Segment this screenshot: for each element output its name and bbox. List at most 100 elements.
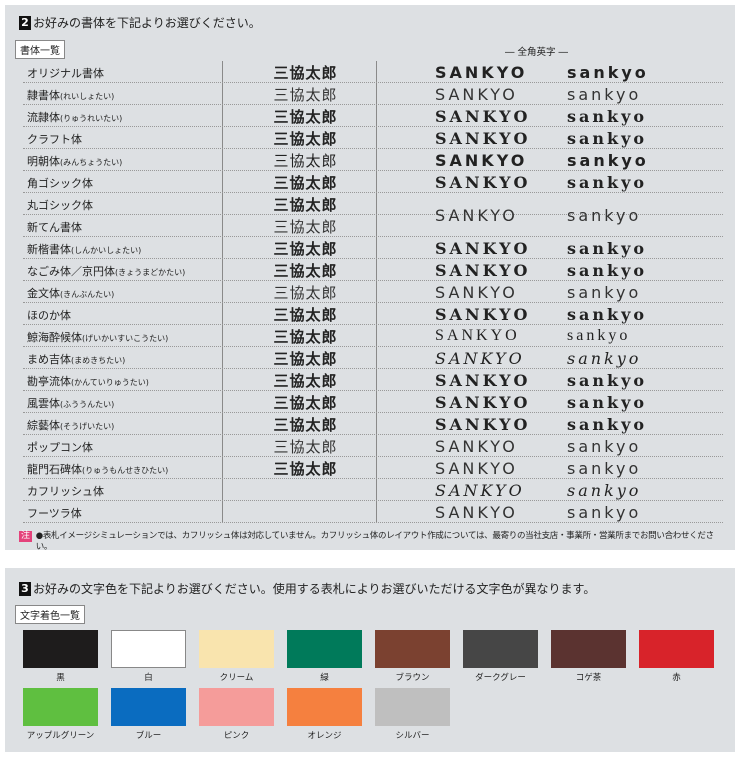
color-swatch[interactable] [463,630,538,668]
font-name-text: 角ゴシック体 [27,177,93,190]
color-name: クリーム [219,673,254,683]
font-reading: (そうげいたい) [60,422,115,431]
color-swatch[interactable] [287,630,362,668]
color-name: シルバー [395,731,430,741]
sample-uppercase: SANKYO [435,172,531,192]
sample-japanese: 三協太郎 [273,174,338,192]
font-name: 丸ゴシック体 [27,197,93,213]
font-row[interactable]: ポップコン体 三協太郎 [23,435,723,457]
color-swatch[interactable] [199,630,274,668]
font-reading: (ふううんたい) [60,400,115,409]
font-row[interactable]: 龍門石碑体(りゅうもんせきひたい) 三協太郎 [23,457,723,479]
sample-lowercase: sankyo [567,84,642,104]
note-badge: 注 [19,531,32,542]
sample-lowercase: sankyo [567,150,649,170]
font-row[interactable]: 鯨海酔候体(げいかいすいこうたい) 三協太郎 [23,325,723,347]
section-heading: 2 お好みの書体を下記よりお選びください。 [19,14,719,31]
color-name: 緑 [320,673,329,683]
color-name: 赤 [672,673,681,683]
font-row[interactable]: まめ吉体(まめきちたい) 三協太郎 [23,347,723,369]
font-name-text: 勘亭流体 [27,375,71,388]
sample-uppercase: SANKYO [435,502,518,522]
font-reading: (まめきちたい) [71,356,126,365]
section-title: お好みの文字色を下記よりお選びください。使用する表札によりお選びいただける文字色… [33,582,596,596]
font-name-text: ほのか体 [27,309,71,322]
font-row[interactable]: 新てん書体 三協太郎 [23,215,723,237]
color-swatch[interactable] [23,688,98,726]
sample-uppercase: SANKYO [435,150,528,170]
sample-japanese: 三協太郎 [273,108,338,126]
sample-uppercase: SANKYO [435,304,531,324]
sample-lowercase: sankyo [567,414,648,434]
sample-japanese: 三協太郎 [273,196,338,214]
font-row[interactable]: 明朝体(みんちょうたい) 三協太郎 [23,149,723,171]
color-swatch[interactable] [111,630,186,668]
font-name: 新てん書体 [27,219,82,235]
font-name: 流隷体(りゅうれいたい) [27,109,122,125]
color-name: オレンジ [307,731,342,741]
font-row[interactable]: フーツラ体 [23,501,723,523]
sample-japanese: 三協太郎 [273,64,338,82]
font-name-text: ポップコン体 [27,441,93,454]
font-row[interactable]: なごみ体／京円体(きょうまどかたい) 三協太郎 [23,259,723,281]
font-name-text: カフリッシュ体 [27,485,104,498]
color-swatch[interactable] [111,688,186,726]
font-reading: (げいかいすいこうたい) [82,334,169,343]
color-swatch[interactable] [375,630,450,668]
sample-japanese: 三協太郎 [273,372,338,390]
color-swatch[interactable] [23,630,98,668]
font-row[interactable]: 隷書体(れいしょたい) 三協太郎 [23,83,723,105]
font-reading: (きょうまどかたい) [115,268,186,277]
color-swatch[interactable] [639,630,714,668]
sample-lowercase: sankyo [567,480,642,500]
font-row[interactable]: クラフト体 三協太郎 [23,127,723,149]
font-row[interactable]: 勘亭流体(かんていりゅうたい) 三協太郎 [23,369,723,391]
font-row[interactable]: 綜藝体(そうげいたい) 三協太郎 [23,413,723,435]
font-name: オリジナル書体 [27,65,104,81]
sample-lowercase: sankyo [567,106,648,126]
font-list-tag: 書体一覧 [15,40,65,59]
font-row[interactable]: 角ゴシック体 三協太郎 [23,171,723,193]
font-name-text: オリジナル書体 [27,67,104,80]
color-swatch[interactable] [551,630,626,668]
sample-japanese: 三協太郎 [273,154,338,170]
font-row[interactable]: 風雲体(ふううんたい) 三協太郎 [23,391,723,413]
font-row[interactable]: カフリッシュ体 [23,479,723,501]
color-swatch[interactable] [199,688,274,726]
color-name: 白 [144,673,153,683]
sample-japanese: 三協太郎 [273,240,338,258]
font-name: ほのか体 [27,307,71,323]
sample-japanese: 三協太郎 [273,284,338,302]
color-swatch[interactable] [375,688,450,726]
font-name: 新楷書体(しんかいしょたい) [27,241,141,257]
font-row[interactable]: ほのか体 三協太郎 [23,303,723,325]
font-name-text: 流隷体 [27,111,60,124]
font-name-text: なごみ体／京円体 [27,265,115,278]
color-name: コゲ茶 [575,673,602,683]
color-swatch[interactable] [287,688,362,726]
sample-lowercase: sankyo [567,172,648,192]
font-row[interactable]: 丸ゴシック体 三協太郎 [23,193,723,215]
font-name: カフリッシュ体 [27,483,104,499]
font-name: 龍門石碑体(りゅうもんせきひたい) [27,461,168,477]
sample-lowercase: sankyo [567,370,648,390]
sample-uppercase: SANKYO [435,128,531,148]
font-name-text: 鯨海酔候体 [27,331,82,344]
sample-lowercase: sankyo [567,348,642,368]
sample-uppercase: SANKYO [435,260,531,280]
font-name: 隷書体(れいしょたい) [27,87,114,103]
color-selection-panel: 3 お好みの文字色を下記よりお選びください。使用する表札によりお選びいただける文… [5,568,735,752]
font-selection-panel: 2 お好みの書体を下記よりお選びください。 書体一覧 ― 全角英字 ― オリジナ… [5,5,735,552]
font-row[interactable]: 流隷体(りゅうれいたい) 三協太郎 [23,105,723,127]
sample-lowercase: sankyo [567,327,631,344]
sample-uppercase: SANKYO [435,370,531,390]
sample-japanese: 三協太郎 [273,350,338,368]
font-row[interactable]: 新楷書体(しんかいしょたい) 三協太郎 [23,237,723,259]
sample-lowercase: sankyo [567,260,648,280]
font-row[interactable]: オリジナル書体 三協太郎 [23,61,723,83]
font-row[interactable]: 金文体(きんぶんたい) 三協太郎 [23,281,723,303]
sample-uppercase: SANKYO [435,327,520,344]
font-name-text: 金文体 [27,287,60,300]
font-name-text: 綜藝体 [27,419,60,432]
sample-japanese: 三協太郎 [273,306,338,324]
